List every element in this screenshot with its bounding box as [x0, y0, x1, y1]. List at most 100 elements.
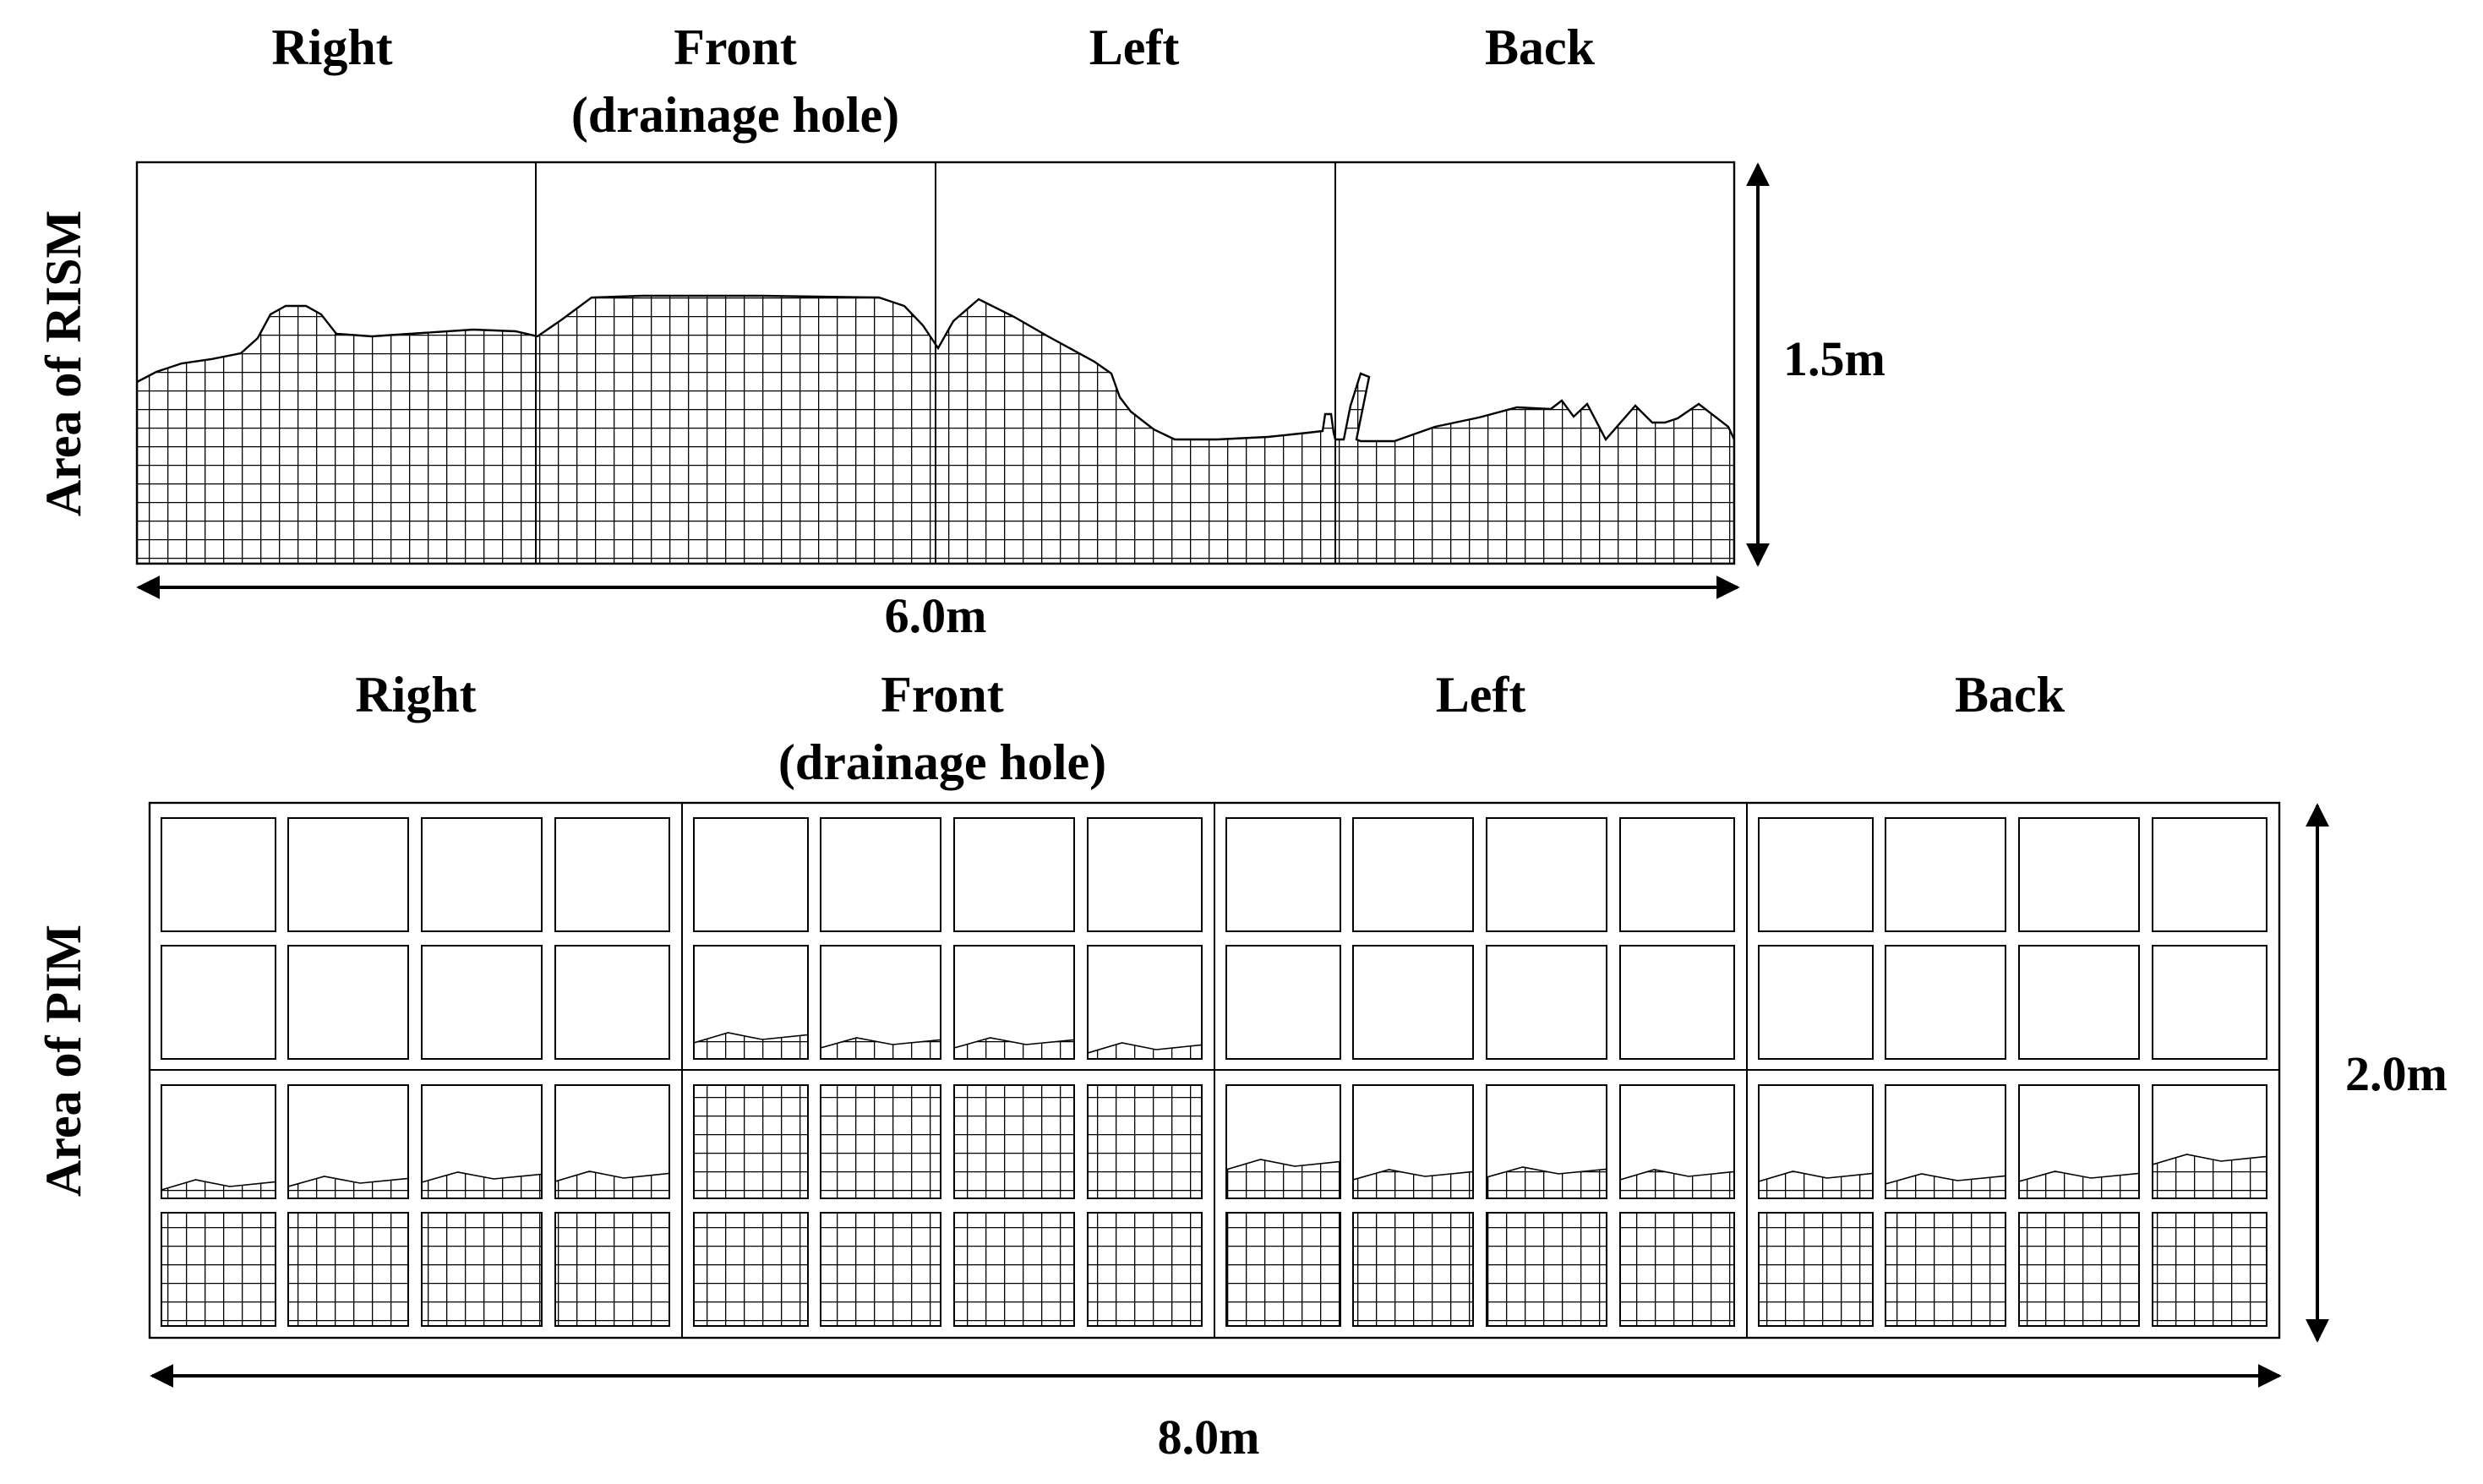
- pim-y-label: Area of PIM: [35, 925, 91, 1197]
- pim-panel: [820, 817, 941, 932]
- rism-side-title-left: Left: [1089, 19, 1180, 75]
- pim-panel: [953, 945, 1075, 1060]
- pim-panel-fill: [1759, 1170, 1873, 1198]
- pim-panel: [421, 817, 543, 932]
- pim-panel-fill: [1353, 1169, 1473, 1198]
- pim-panel: [161, 1084, 276, 1199]
- pim-panels: [161, 817, 2267, 1327]
- pim-panel-fill: [821, 1085, 941, 1198]
- pim-panel: [1225, 817, 1341, 932]
- pim-panel-fill: [821, 1213, 941, 1326]
- pim-panel: [1619, 945, 1735, 1060]
- pim-panel: [1352, 1084, 1474, 1199]
- pim-panel-fill: [1088, 1085, 1202, 1198]
- pim-panel-fill: [694, 1085, 808, 1198]
- pim-panel: [1885, 1212, 2006, 1327]
- pim-panel-fill: [2019, 1170, 2139, 1198]
- pim-panel: [1758, 945, 1874, 1060]
- rism-side-title-back: Back: [1485, 19, 1596, 75]
- pim-panel: [554, 817, 670, 932]
- pim-panel: [1885, 945, 2006, 1060]
- pim-panel: [1885, 1084, 2006, 1199]
- pim-panel: [287, 1084, 409, 1199]
- pim-panel-fill: [555, 1170, 669, 1198]
- pim-panel-fill: [1759, 1213, 1873, 1326]
- pim-panel: [1758, 1212, 1874, 1327]
- pim-panel-fill: [555, 1213, 669, 1326]
- pim-panel: [1225, 945, 1341, 1060]
- pim-height-label: 2.0m: [2345, 1046, 2448, 1101]
- pim-side-title-back: Back: [1955, 667, 2066, 723]
- pim-panel: [2018, 945, 2140, 1060]
- pim-panel: [2018, 1212, 2140, 1327]
- pim-panel-fill: [161, 1179, 276, 1198]
- pim-panel: [953, 1084, 1075, 1199]
- pim-panel: [1486, 817, 1607, 932]
- pim-panel-fill: [694, 1032, 808, 1059]
- pim-panel: [2018, 1084, 2140, 1199]
- pim-panel: [287, 945, 409, 1060]
- pim-panel-fill: [694, 1213, 808, 1326]
- rism-height-label: 1.5m: [1783, 331, 1885, 386]
- pim-panel: [161, 817, 276, 932]
- pim-panel: [693, 945, 809, 1060]
- pim-panel: [421, 1212, 543, 1327]
- pim-panel-fill: [1088, 1213, 1202, 1326]
- pim-panel-fill: [1353, 1213, 1473, 1326]
- pim-panel: [1619, 1212, 1735, 1327]
- pim-panel: [2018, 817, 2140, 932]
- pim-panel: [1087, 817, 1203, 932]
- pim-panel-fill: [2153, 1213, 2267, 1326]
- pim-panel: [554, 1212, 670, 1327]
- pim-panel: [554, 945, 670, 1060]
- rism-side-title-front: Front: [674, 19, 797, 75]
- pim-panel: [2152, 1084, 2267, 1199]
- pim-panel-fill: [1226, 1213, 1340, 1326]
- pim-width-label: 8.0m: [1158, 1410, 1260, 1465]
- pim-panel: [421, 1084, 543, 1199]
- pim-panel-fill: [422, 1171, 542, 1198]
- pim-panel: [1352, 1212, 1474, 1327]
- pim-side-subtitle-front: (drainage hole): [778, 734, 1106, 790]
- pim-panel-fill: [288, 1176, 408, 1198]
- pim-panel: [1352, 945, 1474, 1060]
- pim-panel-fill: [821, 1037, 941, 1059]
- pim-panel: [1758, 1084, 1874, 1199]
- pim-panel: [2152, 1212, 2267, 1327]
- pim-panel-fill: [1226, 1159, 1340, 1198]
- pim-diagram: Right Front (drainage hole) Left Back Ar…: [35, 667, 2448, 1465]
- pim-panel: [1885, 817, 2006, 932]
- pim-panel: [1486, 1084, 1607, 1199]
- pim-panel-fill: [161, 1213, 276, 1326]
- pim-side-title-right: Right: [355, 667, 476, 723]
- rism-width-label: 6.0m: [885, 588, 987, 643]
- pim-panel: [1225, 1212, 1341, 1327]
- pim-panel: [693, 817, 809, 932]
- pim-panel: [953, 817, 1075, 932]
- rism-side-title-right: Right: [271, 19, 392, 75]
- pim-panel-fill: [954, 1037, 1074, 1059]
- pim-panel-fill: [1885, 1173, 2006, 1198]
- pim-panel: [161, 945, 276, 1060]
- pim-panel: [1087, 1084, 1203, 1199]
- pim-panel: [161, 1212, 276, 1327]
- pim-panel: [1486, 1212, 1607, 1327]
- pim-panel: [820, 1084, 941, 1199]
- pim-panel: [693, 1212, 809, 1327]
- pim-panel: [287, 1212, 409, 1327]
- pim-panel: [1352, 817, 1474, 932]
- pim-panel: [1225, 1084, 1341, 1199]
- pim-panel: [2152, 945, 2267, 1060]
- pim-panel-fill: [1620, 1169, 1734, 1198]
- pim-panel-fill: [1088, 1042, 1202, 1059]
- pim-panel-fill: [954, 1213, 1074, 1326]
- pim-panel-fill: [954, 1085, 1074, 1198]
- pim-side-title-left: Left: [1436, 667, 1526, 723]
- pim-panel: [820, 1212, 941, 1327]
- pim-panel-fill: [1620, 1213, 1734, 1326]
- pim-side-title-front: Front: [881, 667, 1004, 723]
- pim-panel-fill: [2153, 1154, 2267, 1198]
- pim-panel: [554, 1084, 670, 1199]
- pim-panel: [820, 945, 941, 1060]
